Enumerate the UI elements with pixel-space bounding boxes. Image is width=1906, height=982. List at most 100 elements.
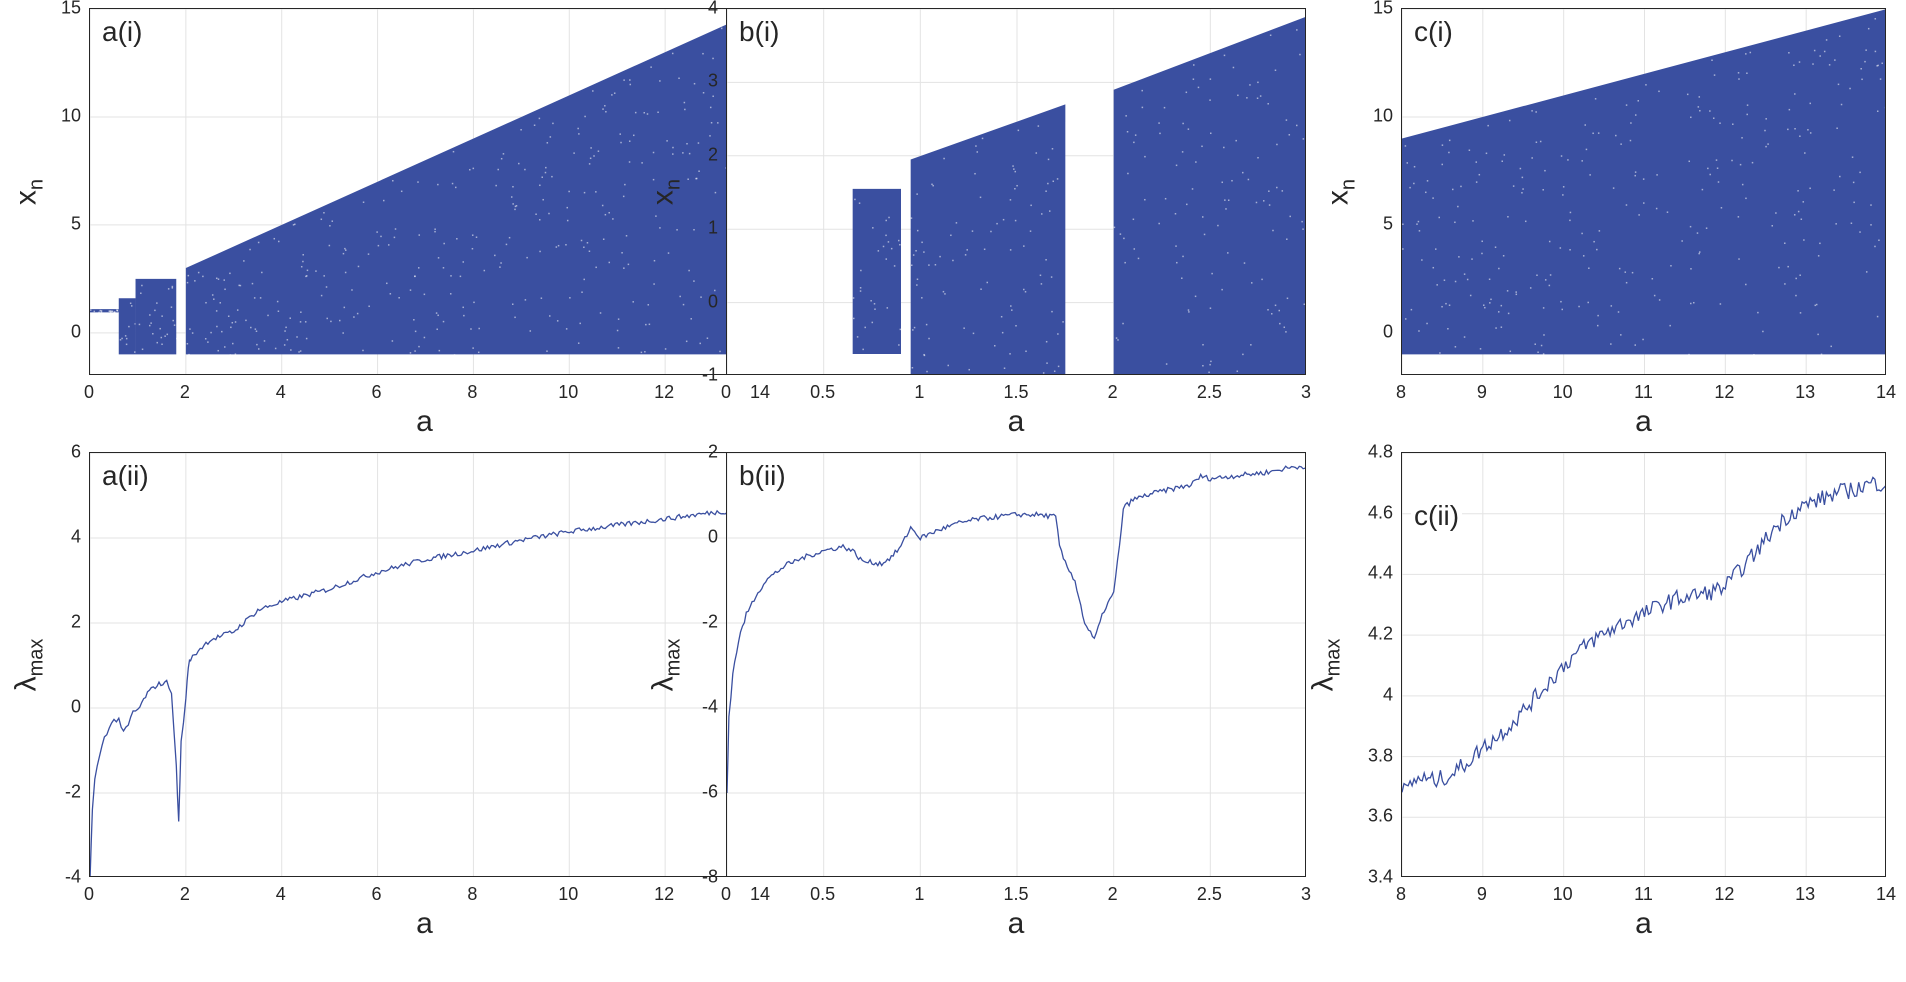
x-tick-label: 12 xyxy=(1714,382,1735,402)
y-tick-label: 10 xyxy=(60,105,81,126)
y-tick-label: 0 xyxy=(1382,321,1393,342)
y-tick-label: -8 xyxy=(701,866,718,887)
y-tick-label: -4 xyxy=(64,866,81,887)
x-tick-label: 4 xyxy=(275,382,286,402)
x-tick-label: 1 xyxy=(914,884,925,904)
y-tick-label: 0 xyxy=(707,291,718,312)
scatter-band xyxy=(185,9,759,355)
x-tick-label: 8 xyxy=(1395,884,1407,904)
x-tick-label: 0 xyxy=(83,884,95,904)
y-tick-label: 2 xyxy=(70,611,81,632)
plot-area xyxy=(1401,8,1886,375)
plot-svg xyxy=(1402,453,1885,876)
scatter-band xyxy=(1402,9,1885,355)
x-axis-label: a xyxy=(1635,907,1652,940)
y-axis-label-sub: max xyxy=(1322,638,1345,676)
x-tick-label: 1 xyxy=(914,382,925,402)
y-tick-label: -2 xyxy=(64,781,81,802)
y-tick-label: 10 xyxy=(1372,105,1393,126)
panel-label: c(ii) xyxy=(1411,500,1463,532)
y-tick-label: 4.4 xyxy=(1367,562,1393,583)
x-tick-label: 1.5 xyxy=(1003,382,1029,402)
x-tick-label: 0 xyxy=(83,382,95,402)
scatter-speckle xyxy=(910,125,1064,374)
y-tick-label: -1 xyxy=(701,364,718,385)
y-tick-label: 0 xyxy=(70,696,81,717)
series-line xyxy=(1402,476,1885,793)
y-tick-label: 3.4 xyxy=(1367,866,1393,887)
x-tick-label: 4 xyxy=(275,884,286,904)
plot-area xyxy=(726,8,1306,375)
scatter-band xyxy=(118,298,136,355)
y-tick-label: 4.2 xyxy=(1367,623,1393,644)
y-tick-label: 3.8 xyxy=(1367,745,1393,766)
x-tick-label: 6 xyxy=(371,382,382,402)
y-tick-label: 2 xyxy=(707,144,718,165)
x-tick-label: 10 xyxy=(1552,382,1573,402)
y-tick-label: 4 xyxy=(70,526,81,547)
y-tick-label: 0 xyxy=(70,321,81,342)
x-tick-label: 9 xyxy=(1476,382,1487,402)
x-tick-label: 8 xyxy=(467,382,478,402)
x-tick-label: 11 xyxy=(1634,884,1653,904)
y-axis-label-sub: n xyxy=(1337,178,1360,190)
y-tick-label: 4 xyxy=(707,0,718,18)
y-tick-label: 6 xyxy=(70,441,81,462)
x-tick-label: 8 xyxy=(1395,382,1407,402)
y-tick-label: -4 xyxy=(701,696,718,717)
panel-label: a(ii) xyxy=(99,460,152,492)
x-axis-label: a xyxy=(416,405,433,438)
scatter-speckle xyxy=(119,302,136,353)
x-tick-label: 10 xyxy=(1552,884,1573,904)
x-tick-label: 14 xyxy=(1875,884,1897,904)
plot-area xyxy=(1401,452,1886,877)
x-tick-label: 12 xyxy=(654,884,675,904)
y-axis-label-main: x xyxy=(9,189,43,205)
scatter-speckle xyxy=(1402,18,1885,356)
x-tick-label: 9 xyxy=(1476,884,1487,904)
x-axis-label: a xyxy=(1007,907,1025,940)
y-axis-label: xn xyxy=(647,178,686,204)
x-tick-label: 14 xyxy=(1875,382,1897,402)
scatter-speckle xyxy=(90,309,119,314)
y-axis-label-sub: n xyxy=(25,178,48,190)
y-tick-label: 5 xyxy=(70,213,81,234)
y-axis-label-sub: max xyxy=(25,638,48,676)
x-tick-label: 0.5 xyxy=(810,884,836,904)
scatter-speckle xyxy=(138,284,178,351)
y-axis-label-main: λ xyxy=(646,675,680,691)
x-tick-label: 2 xyxy=(179,884,190,904)
x-tick-label: 0.5 xyxy=(810,382,836,402)
x-axis-label: a xyxy=(416,907,433,940)
x-tick-label: 13 xyxy=(1795,382,1816,402)
x-tick-label: 2.5 xyxy=(1196,884,1222,904)
x-tick-label: 2.5 xyxy=(1196,382,1222,402)
x-tick-label: 10 xyxy=(558,382,579,402)
y-tick-label: 3.6 xyxy=(1367,805,1393,826)
y-axis-label-main: λ xyxy=(9,675,43,691)
plot-area xyxy=(89,452,760,877)
scatter-band xyxy=(1113,17,1305,374)
x-tick-label: 3 xyxy=(1300,382,1312,402)
x-tick-label: 2 xyxy=(1107,884,1118,904)
y-axis-label: λmax xyxy=(647,638,686,691)
x-axis-label: a xyxy=(1007,405,1025,438)
plot-svg xyxy=(90,9,759,374)
plot-svg xyxy=(90,453,759,876)
x-tick-label: 12 xyxy=(1714,884,1735,904)
x-tick-label: 1.5 xyxy=(1003,884,1029,904)
x-tick-label: 10 xyxy=(558,884,579,904)
x-tick-label: 12 xyxy=(654,382,675,402)
y-axis-label: xn xyxy=(10,178,49,204)
y-tick-label: 4.6 xyxy=(1367,502,1393,523)
plot-area xyxy=(726,452,1306,877)
panel-label: c(i) xyxy=(1411,16,1456,48)
y-tick-label: 0 xyxy=(707,526,718,547)
panel-label: a(i) xyxy=(99,16,146,48)
scatter-band xyxy=(910,104,1066,374)
y-tick-label: 1 xyxy=(707,217,718,238)
y-tick-label: -2 xyxy=(701,611,718,632)
series-line xyxy=(90,506,759,876)
y-axis-label-main: x xyxy=(1321,189,1355,205)
x-tick-label: 6 xyxy=(371,884,382,904)
